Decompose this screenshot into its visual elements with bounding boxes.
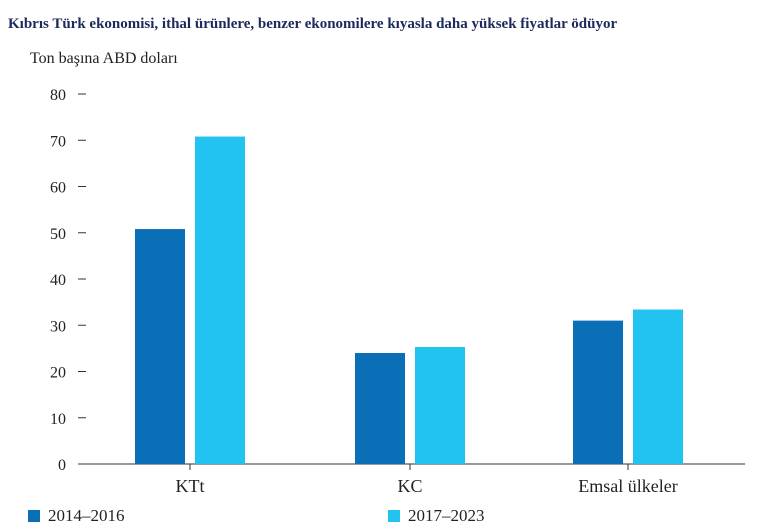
y-tick-label: 70 <box>50 133 66 150</box>
y-tick-label: 50 <box>50 226 66 243</box>
y-axis-label: Ton başına ABD doları <box>30 50 178 67</box>
legend-item-series-1: 2014–2016 <box>28 506 125 526</box>
y-tick-label: 20 <box>50 365 66 382</box>
bar-series-1-2 <box>573 320 623 464</box>
bar-series-2-2 <box>633 309 683 464</box>
bar-series-2-0 <box>195 136 245 465</box>
bar-series-1-1 <box>355 353 405 464</box>
x-category-label: KC <box>397 476 422 496</box>
legend-label-series-1: 2014–2016 <box>48 506 125 525</box>
legend-label-series-2: 2017–2023 <box>408 506 485 525</box>
y-tick-label: 0 <box>58 457 66 474</box>
legend-swatch-series-2 <box>388 510 400 522</box>
y-tick-label: 80 <box>50 87 66 104</box>
x-category-label: KTt <box>176 476 205 496</box>
bar-series-2-1 <box>415 346 465 464</box>
y-tick-label: 40 <box>50 272 66 289</box>
legend-swatch-series-1 <box>28 510 40 522</box>
legend-item-series-2: 2017–2023 <box>388 506 485 526</box>
chart-title: Kıbrıs Türk ekonomisi, ithal ürünlere, b… <box>8 16 618 32</box>
bar-series-1-0 <box>135 229 185 464</box>
y-tick-label: 10 <box>50 411 66 428</box>
x-category-label: Emsal ülkeler <box>578 476 677 496</box>
y-tick-label: 30 <box>50 318 66 335</box>
y-tick-label: 60 <box>50 180 66 197</box>
